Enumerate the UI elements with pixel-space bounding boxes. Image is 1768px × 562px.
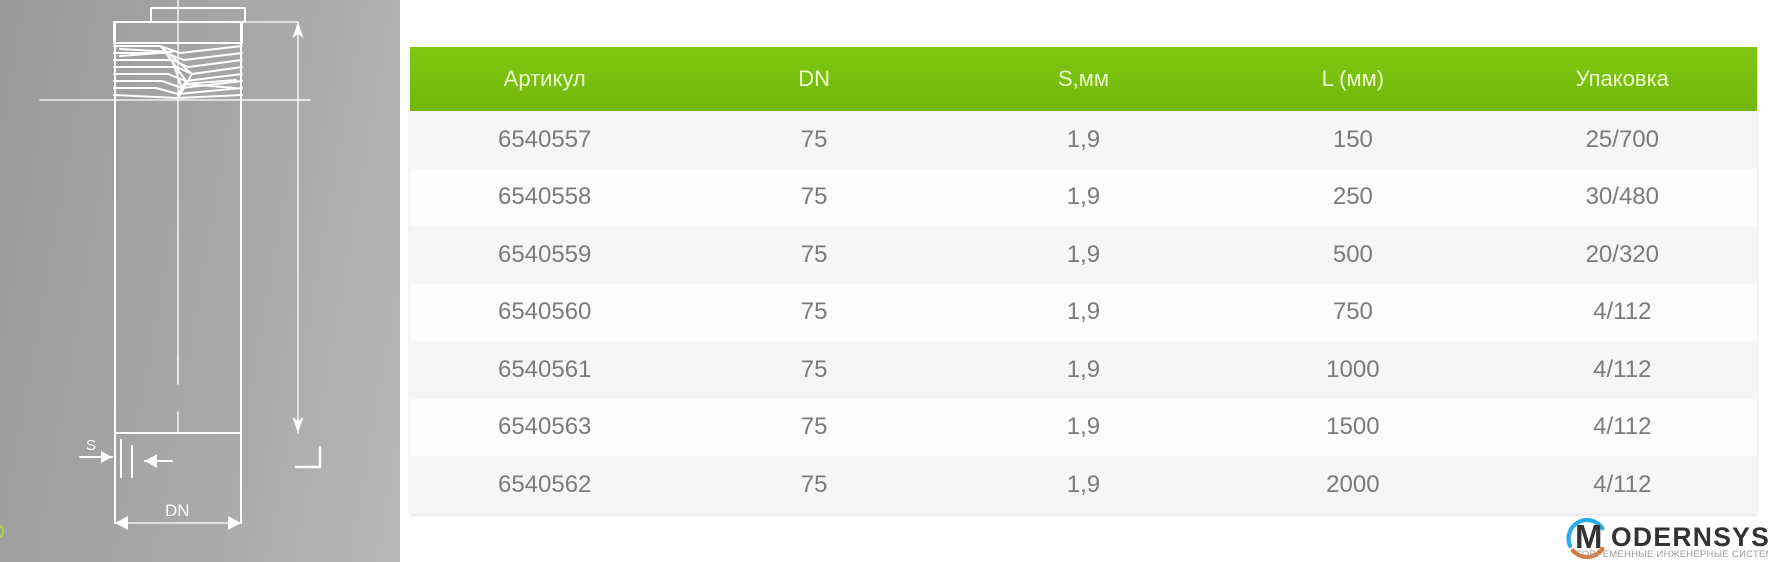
svg-text:S: S <box>86 437 96 454</box>
svg-text:ODERNSYS: ODERNSYS <box>1611 522 1768 552</box>
svg-text:DN: DN <box>165 501 190 520</box>
svg-text:СОВРЕМЕННЫЕ ИНЖЕНЕРНЫЕ СИСТЕМЫ: СОВРЕМЕННЫЕ ИНЖЕНЕРНЫЕ СИСТЕМЫ <box>1575 549 1768 559</box>
